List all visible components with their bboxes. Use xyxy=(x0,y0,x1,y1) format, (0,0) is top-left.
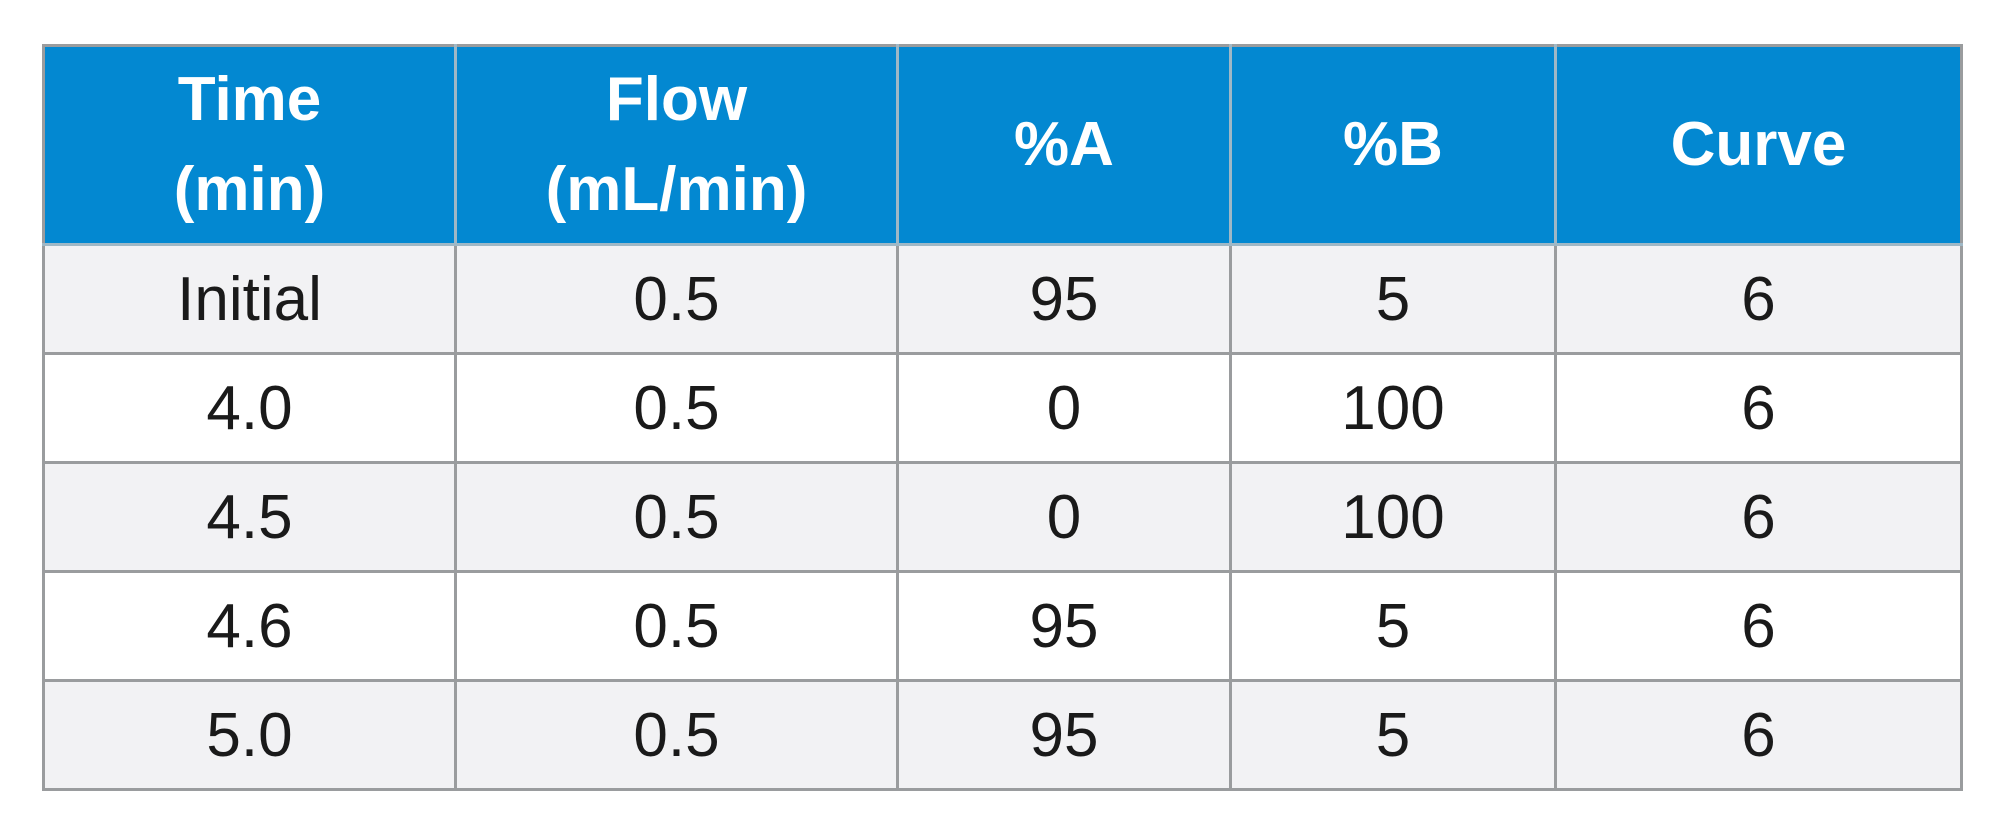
header-row: Time (min) Flow (mL/min) %A %B Curve xyxy=(42,44,1963,246)
cell-time: 4.6 xyxy=(42,570,457,682)
header-time: Time (min) xyxy=(42,44,457,246)
cell-curve: 6 xyxy=(1554,570,1963,682)
table-body: Initial 0.5 95 5 6 4.0 0.5 0 100 6 4.5 0… xyxy=(42,243,1963,791)
cell-pct-b: 100 xyxy=(1229,352,1557,464)
cell-flow: 0.5 xyxy=(454,461,899,573)
cell-pct-b: 100 xyxy=(1229,461,1557,573)
cell-pct-a: 0 xyxy=(896,352,1232,464)
cell-flow: 0.5 xyxy=(454,570,899,682)
cell-time: 4.0 xyxy=(42,352,457,464)
cell-time: Initial xyxy=(42,243,457,355)
gradient-table: Time (min) Flow (mL/min) %A %B Curve Ini… xyxy=(42,44,1963,791)
cell-flow: 0.5 xyxy=(454,243,899,355)
header-flow-label: Flow xyxy=(605,65,748,134)
cell-flow: 0.5 xyxy=(454,679,899,791)
cell-curve: 6 xyxy=(1554,352,1963,464)
table-header: Time (min) Flow (mL/min) %A %B Curve xyxy=(42,44,1963,246)
table-row: 4.6 0.5 95 5 6 xyxy=(42,570,1963,682)
header-pct-a: %A xyxy=(896,44,1232,246)
cell-curve: 6 xyxy=(1554,243,1963,355)
header-time-unit: (min) xyxy=(173,155,326,224)
header-flow-unit: (mL/min) xyxy=(545,155,808,224)
table-row: 4.5 0.5 0 100 6 xyxy=(42,461,1963,573)
header-time-label: Time xyxy=(177,65,322,134)
cell-curve: 6 xyxy=(1554,461,1963,573)
header-pct-b: %B xyxy=(1229,44,1557,246)
cell-time: 4.5 xyxy=(42,461,457,573)
table-row: 4.0 0.5 0 100 6 xyxy=(42,352,1963,464)
cell-time: 5.0 xyxy=(42,679,457,791)
header-curve: Curve xyxy=(1554,44,1963,246)
cell-pct-a: 0 xyxy=(896,461,1232,573)
cell-pct-b: 5 xyxy=(1229,243,1557,355)
gradient-table-container: Time (min) Flow (mL/min) %A %B Curve Ini… xyxy=(42,44,1963,791)
cell-pct-a: 95 xyxy=(896,679,1232,791)
cell-pct-a: 95 xyxy=(896,570,1232,682)
cell-pct-a: 95 xyxy=(896,243,1232,355)
cell-curve: 6 xyxy=(1554,679,1963,791)
cell-pct-b: 5 xyxy=(1229,679,1557,791)
cell-flow: 0.5 xyxy=(454,352,899,464)
header-flow: Flow (mL/min) xyxy=(454,44,899,246)
table-row: Initial 0.5 95 5 6 xyxy=(42,243,1963,355)
cell-pct-b: 5 xyxy=(1229,570,1557,682)
table-row: 5.0 0.5 95 5 6 xyxy=(42,679,1963,791)
